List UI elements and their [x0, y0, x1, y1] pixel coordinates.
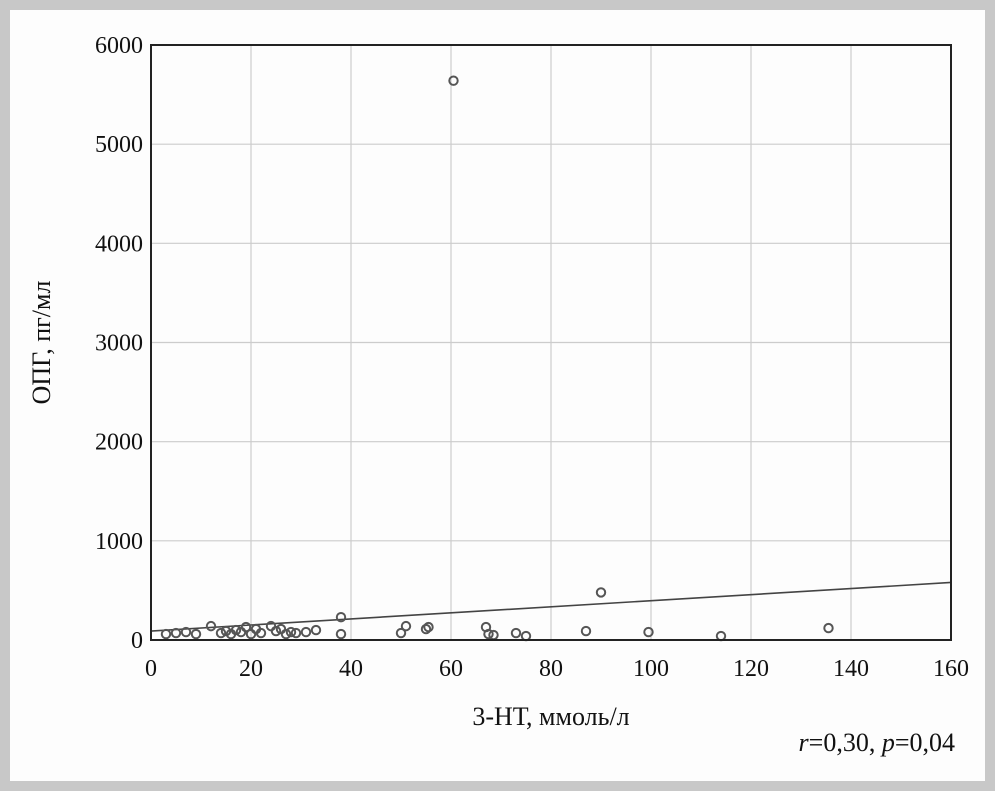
x-tick-label: 100	[633, 656, 669, 682]
x-tick-label: 40	[339, 656, 363, 682]
y-tick-label: 5000	[95, 132, 143, 158]
data-point	[240, 621, 252, 633]
y-tick-label: 4000	[95, 231, 143, 257]
x-tick-label: 80	[539, 656, 563, 682]
data-point	[270, 625, 282, 637]
y-tick-label: 0	[131, 628, 143, 654]
data-point	[280, 628, 292, 640]
regression-line-group	[150, 581, 952, 632]
y-tick-label: 2000	[95, 430, 143, 456]
data-point	[205, 620, 217, 632]
x-tick-labels: 0 20 40 60 80 100 120 140 160	[145, 656, 969, 682]
data-point	[510, 627, 522, 639]
data-point	[823, 622, 834, 634]
regression-line	[150, 581, 952, 632]
p-symbol: p	[881, 728, 895, 757]
data-point	[420, 623, 432, 635]
data-point	[395, 627, 407, 639]
data-point	[230, 624, 242, 636]
x-tick-label: 120	[733, 656, 769, 682]
data-point	[643, 626, 654, 638]
grid	[151, 45, 951, 640]
data-point	[448, 75, 459, 86]
data-point	[335, 628, 347, 640]
data-point	[170, 627, 182, 639]
y-tick-label: 1000	[95, 529, 143, 555]
data-point	[310, 624, 322, 636]
correlation-stats: r=0,30, p=0,04	[799, 728, 955, 758]
p-value: =0,04	[894, 728, 955, 757]
plot-area-border	[150, 44, 952, 641]
data-point	[580, 625, 592, 637]
r-symbol: r	[798, 728, 809, 757]
x-tick-label: 140	[833, 656, 869, 682]
data-point	[423, 621, 434, 633]
data-point	[160, 628, 172, 640]
data-point	[715, 630, 727, 642]
data-points	[160, 75, 834, 642]
data-point	[595, 587, 607, 598]
x-axis-label: 3-НТ, ммоль/л	[472, 702, 629, 731]
x-tick-label: 0	[145, 656, 157, 682]
data-point	[400, 620, 412, 632]
data-point	[285, 626, 297, 638]
data-point	[520, 630, 532, 642]
r-value: =0,30,	[808, 728, 882, 757]
y-axis-label: ОПГ, пг/мл	[27, 281, 56, 405]
data-point	[215, 627, 227, 639]
y-tick-label: 3000	[95, 331, 143, 357]
data-point	[290, 627, 302, 639]
data-point	[255, 627, 267, 639]
x-tick-label: 60	[439, 656, 463, 682]
y-tick-label: 6000	[95, 33, 143, 59]
data-point	[300, 626, 312, 638]
data-point	[335, 611, 347, 623]
x-tick-label: 20	[239, 656, 263, 682]
data-point	[180, 626, 192, 638]
data-point	[190, 628, 202, 640]
data-point	[483, 628, 494, 640]
y-tick-labels: 0 1000 2000 3000 4000 5000 6000	[95, 33, 143, 654]
x-tick-label: 160	[933, 656, 969, 682]
